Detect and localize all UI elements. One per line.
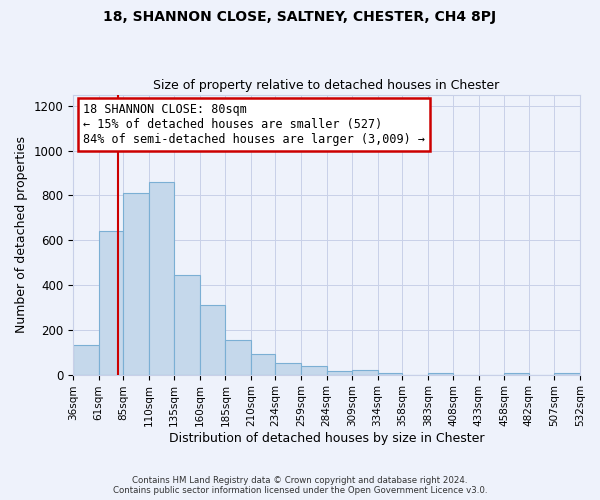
Bar (275, 364, 301, 374)
Title: Size of property relative to detached houses in Chester: Size of property relative to detached ho… (154, 79, 500, 92)
Bar (73, 346, 98, 374)
Bar (301, 366, 326, 374)
Y-axis label: Number of detached properties: Number of detached properties (15, 136, 28, 333)
X-axis label: Distribution of detached houses by size in Chester: Distribution of detached houses by size … (169, 432, 484, 445)
Bar (226, 340, 251, 374)
Bar (123, 193, 149, 374)
Bar (174, 275, 200, 374)
Bar (251, 354, 275, 374)
Text: Contains HM Land Registry data © Crown copyright and database right 2024.
Contai: Contains HM Land Registry data © Crown c… (113, 476, 487, 495)
Bar (326, 371, 352, 374)
Bar (200, 305, 226, 374)
Bar (352, 370, 377, 374)
Text: 18, SHANNON CLOSE, SALTNEY, CHESTER, CH4 8PJ: 18, SHANNON CLOSE, SALTNEY, CHESTER, CH4… (103, 10, 497, 24)
Bar (98, 231, 123, 374)
Text: 18 SHANNON CLOSE: 80sqm
← 15% of detached houses are smaller (527)
84% of semi-d: 18 SHANNON CLOSE: 80sqm ← 15% of detache… (83, 103, 425, 146)
Bar (149, 182, 174, 374)
